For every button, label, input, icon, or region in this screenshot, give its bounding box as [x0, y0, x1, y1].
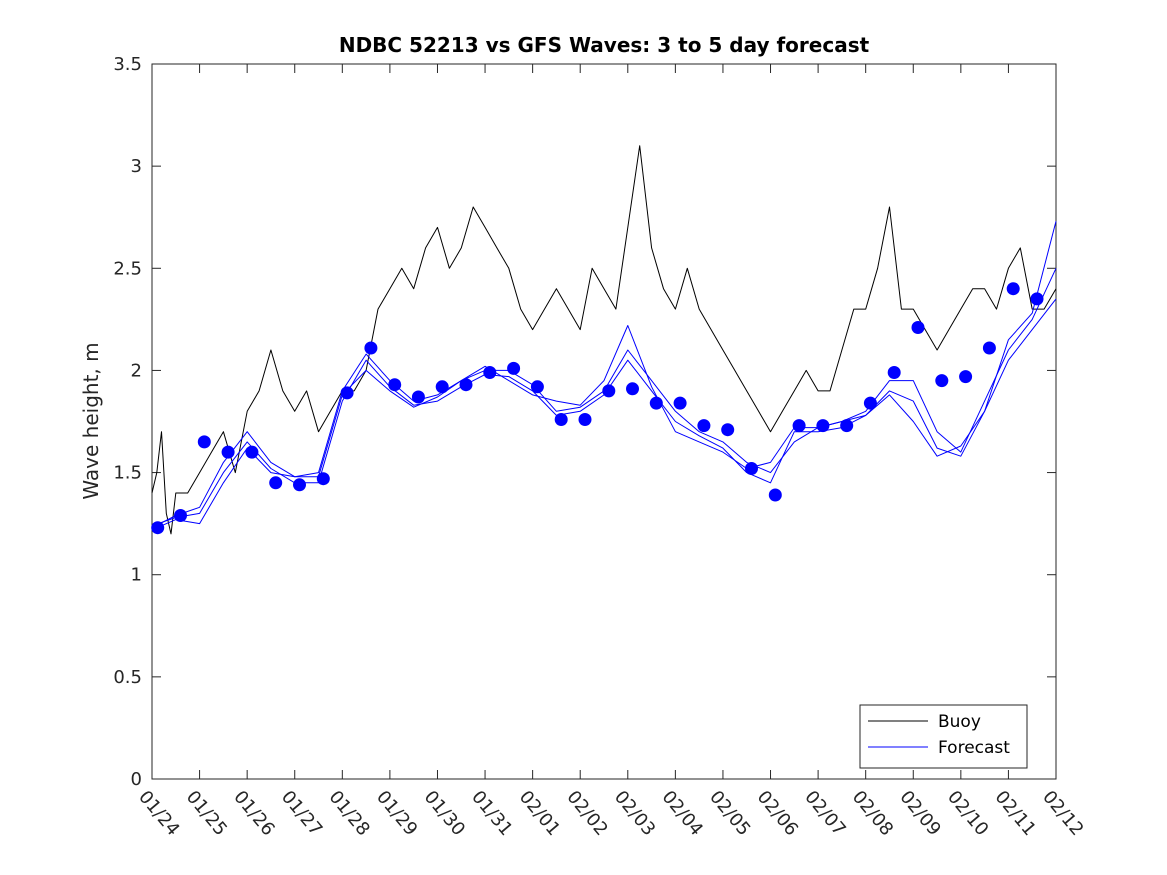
forecast-marker [887, 366, 901, 379]
marker-layer [151, 282, 1044, 535]
forecast-marker [649, 396, 663, 410]
forecast-marker [863, 396, 877, 410]
forecast-marker [721, 423, 735, 437]
forecast-marker [602, 384, 616, 398]
legend-buoy-label: Buoy [938, 712, 981, 732]
y-tick-label: 3 [131, 156, 142, 177]
forecast-marker [745, 462, 758, 475]
forecast-marker [840, 419, 854, 433]
forecast-marker [459, 378, 473, 392]
forecast-marker [245, 445, 259, 459]
forecast-series-line [151, 221, 1057, 531]
forecast-marker [1006, 282, 1020, 296]
forecast-marker [554, 413, 568, 426]
legend-box [859, 704, 1028, 769]
forecast-marker [197, 435, 211, 449]
legend: Buoy Forecast [859, 704, 1028, 769]
forecast-marker [530, 380, 544, 394]
forecast-marker [697, 419, 711, 433]
y-tick-label: 0.5 [113, 667, 142, 688]
forecast-marker [411, 390, 425, 404]
forecast-marker [388, 378, 402, 392]
legend-forecast-label: Forecast [938, 738, 1010, 758]
forecast-marker [768, 488, 782, 502]
forecast-marker [959, 370, 973, 384]
axes-box [151, 63, 1057, 780]
forecast-marker [293, 478, 306, 492]
forecast-marker [435, 380, 449, 394]
y-tick-label: 1 [131, 565, 142, 586]
forecast-marker [221, 445, 235, 459]
forecast-marker [792, 419, 806, 433]
forecast-marker [269, 476, 283, 490]
forecast-marker [340, 386, 354, 400]
forecast-marker [982, 341, 996, 355]
forecast-marker [816, 419, 830, 433]
forecast-marker [316, 472, 330, 486]
y-tick-label: 0 [131, 769, 142, 790]
forecast-marker [935, 374, 949, 388]
y-tick-label: 2.5 [113, 258, 142, 279]
y-axis-label: Wave height, m [79, 342, 103, 499]
forecast-marker [364, 341, 378, 355]
y-tick-label: 3.5 [113, 54, 142, 75]
forecast-marker [507, 361, 521, 375]
forecast-marker [151, 521, 165, 535]
forecast-marker [483, 366, 497, 379]
forecast-marker [578, 413, 592, 426]
forecast-marker [1030, 292, 1044, 306]
forecast-marker [174, 509, 187, 522]
forecast-marker [626, 382, 639, 396]
y-tick-label: 2 [131, 360, 142, 381]
buoy-series-line [151, 145, 1057, 535]
chart-title: NDBC 52213 vs GFS Waves: 3 to 5 day fore… [339, 33, 870, 57]
forecast-marker [673, 396, 687, 410]
forecast-marker [911, 321, 925, 334]
y-tick-label: 1.5 [113, 463, 142, 484]
